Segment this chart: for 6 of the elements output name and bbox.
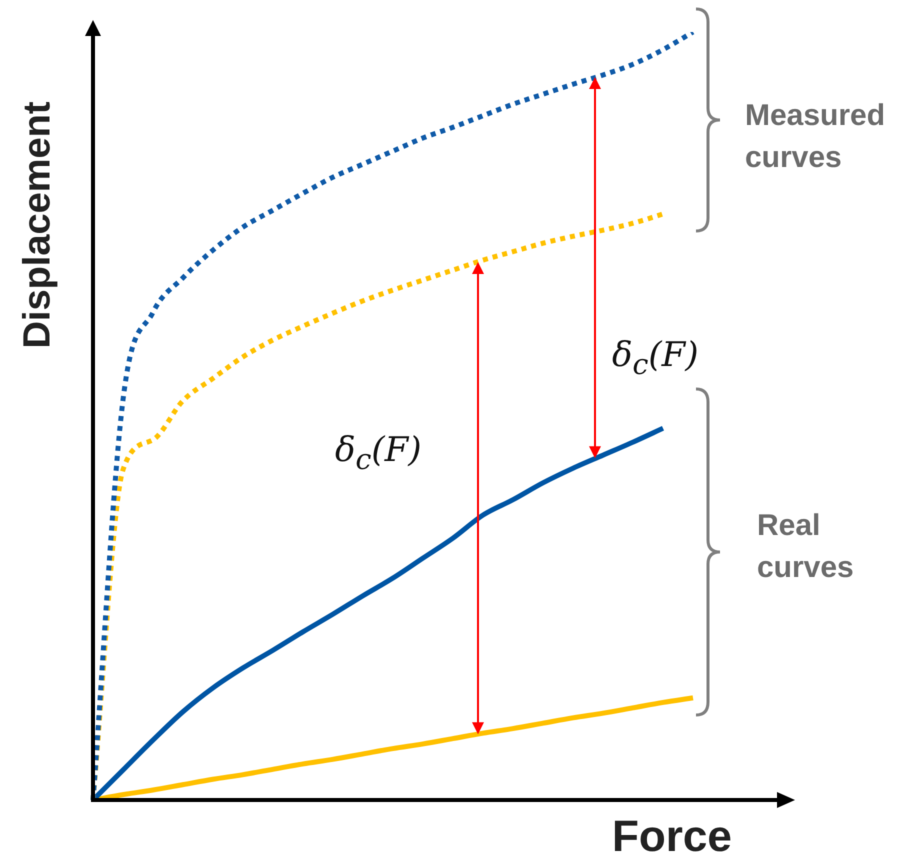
y-axis-title: Displacement	[16, 101, 60, 349]
annotation: δ$_{c}$(F)	[335, 430, 422, 476]
annotation: Measured curves	[745, 98, 886, 176]
annotation: δ$_{c}$(F)	[612, 335, 698, 381]
x-axis-title: Force	[612, 812, 732, 862]
annotation: Real curves	[757, 508, 855, 586]
